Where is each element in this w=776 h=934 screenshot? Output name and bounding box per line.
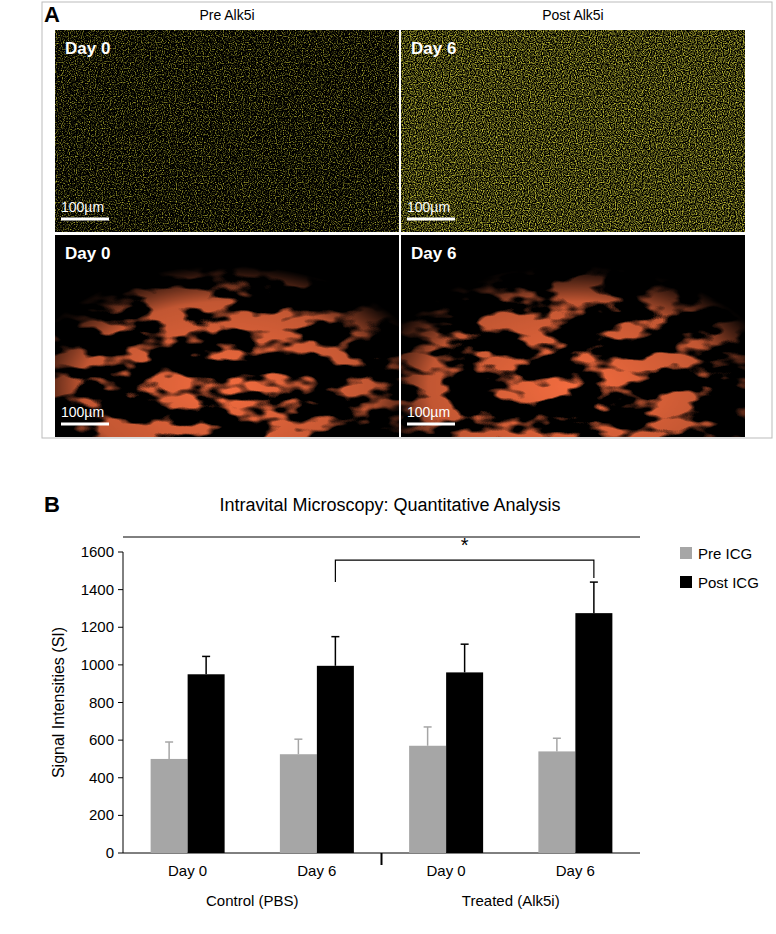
y-tick-label: 1400	[81, 581, 114, 598]
error-bar	[331, 637, 339, 666]
day-label: Day 6	[411, 244, 456, 263]
figure: A Pre Alk5i Post Alk5i Day 0 100µm Day 6 100µm…	[0, 0, 776, 934]
y-tick	[118, 664, 123, 665]
significance-bracket	[335, 560, 594, 582]
error-line	[464, 644, 466, 672]
bar	[538, 751, 575, 853]
error-line	[168, 742, 170, 759]
error-bar	[553, 738, 561, 751]
error-line	[335, 637, 337, 666]
image-bg	[401, 30, 745, 232]
micrograph: Day 6 100µm	[401, 30, 745, 232]
fluorescence	[55, 30, 399, 232]
y-tick	[118, 853, 123, 854]
micrograph: Day 0 100µm	[55, 30, 399, 232]
day-label: Day 0	[65, 244, 110, 263]
panel-frame	[42, 2, 772, 438]
day-label: Day 6	[411, 39, 456, 58]
y-tick-label: 1600	[81, 543, 114, 560]
scale-bar-label: 100µm	[61, 404, 104, 420]
panel-label: B	[44, 492, 60, 517]
top-rule	[123, 537, 640, 538]
column-title: Pre Alk5i	[199, 7, 254, 23]
error-cap	[294, 738, 302, 740]
y-tick	[118, 815, 123, 816]
bar	[280, 754, 317, 853]
x-tick-label: Day 6	[297, 862, 336, 879]
group-label: Control (PBS)	[206, 892, 299, 909]
legend-label: Pre ICG	[698, 545, 752, 562]
legend-swatch	[680, 576, 692, 588]
y-tick-label: 1000	[81, 656, 114, 673]
group-label: Treated (Alk5i)	[462, 892, 560, 909]
day-label: Day 0	[65, 39, 110, 58]
error-cap	[590, 581, 598, 583]
x-tick-label: Day 0	[427, 862, 466, 879]
y-tick-label: 200	[89, 806, 114, 823]
error-line	[205, 656, 207, 674]
error-line	[593, 582, 595, 613]
y-tick-label: 400	[89, 769, 114, 786]
y-tick-label: 0	[106, 844, 114, 861]
scale-bar	[61, 423, 109, 426]
significance-label: *	[461, 534, 469, 556]
error-bar	[424, 727, 432, 746]
image-bg	[401, 235, 745, 437]
error-bar	[590, 582, 598, 613]
bar	[151, 759, 188, 853]
panel-label: A	[44, 2, 60, 27]
y-tick-label: 600	[89, 731, 114, 748]
y-tick	[118, 627, 123, 628]
error-cap	[461, 643, 469, 645]
x-tick-label: Day 6	[556, 862, 595, 879]
error-line	[556, 738, 558, 751]
x-tick-label: Day 0	[168, 862, 207, 879]
scale-bar-label: 100µm	[407, 404, 450, 420]
error-line	[427, 727, 429, 746]
scale-bar-label: 100µm	[407, 199, 450, 215]
error-cap	[553, 737, 561, 739]
legend-label: Post ICG	[698, 574, 759, 591]
error-bar	[294, 739, 302, 754]
vasculature	[401, 235, 745, 437]
legend-swatch	[680, 547, 692, 559]
bars	[151, 582, 613, 853]
scale-bar	[407, 218, 455, 221]
y-tick	[118, 740, 123, 741]
error-line	[298, 739, 300, 754]
chart-title: Intravital Microscopy: Quantitative Anal…	[219, 495, 560, 515]
y-axis-label: Signal Intensities (SI)	[50, 627, 67, 778]
error-cap	[424, 726, 432, 728]
bar	[409, 746, 446, 853]
image-bg	[55, 235, 399, 437]
bar	[188, 674, 225, 853]
error-cap	[165, 741, 173, 743]
error-bar	[202, 656, 210, 674]
scale-bar	[61, 218, 109, 221]
y-tick-label: 1200	[81, 618, 114, 635]
error-cap	[202, 656, 210, 658]
fluorescence	[401, 30, 745, 232]
group-separator	[381, 853, 383, 865]
y-tick	[118, 552, 123, 553]
column-title: Post Alk5i	[542, 7, 603, 23]
y-tick	[118, 589, 123, 590]
scale-bar-label: 100µm	[61, 199, 104, 215]
image-bg	[55, 30, 399, 232]
bar	[575, 613, 612, 853]
vasculature	[55, 235, 399, 437]
micrograph: Day 6 100µm	[401, 235, 745, 437]
bar	[446, 672, 483, 853]
micrograph: Day 0 100µm	[55, 235, 399, 437]
error-cap	[331, 636, 339, 638]
error-bar	[461, 644, 469, 672]
error-bar	[165, 742, 173, 759]
scale-bar	[407, 423, 455, 426]
y-tick	[118, 777, 123, 778]
y-tick	[118, 702, 123, 703]
bar	[317, 666, 354, 853]
y-tick-label: 800	[89, 694, 114, 711]
